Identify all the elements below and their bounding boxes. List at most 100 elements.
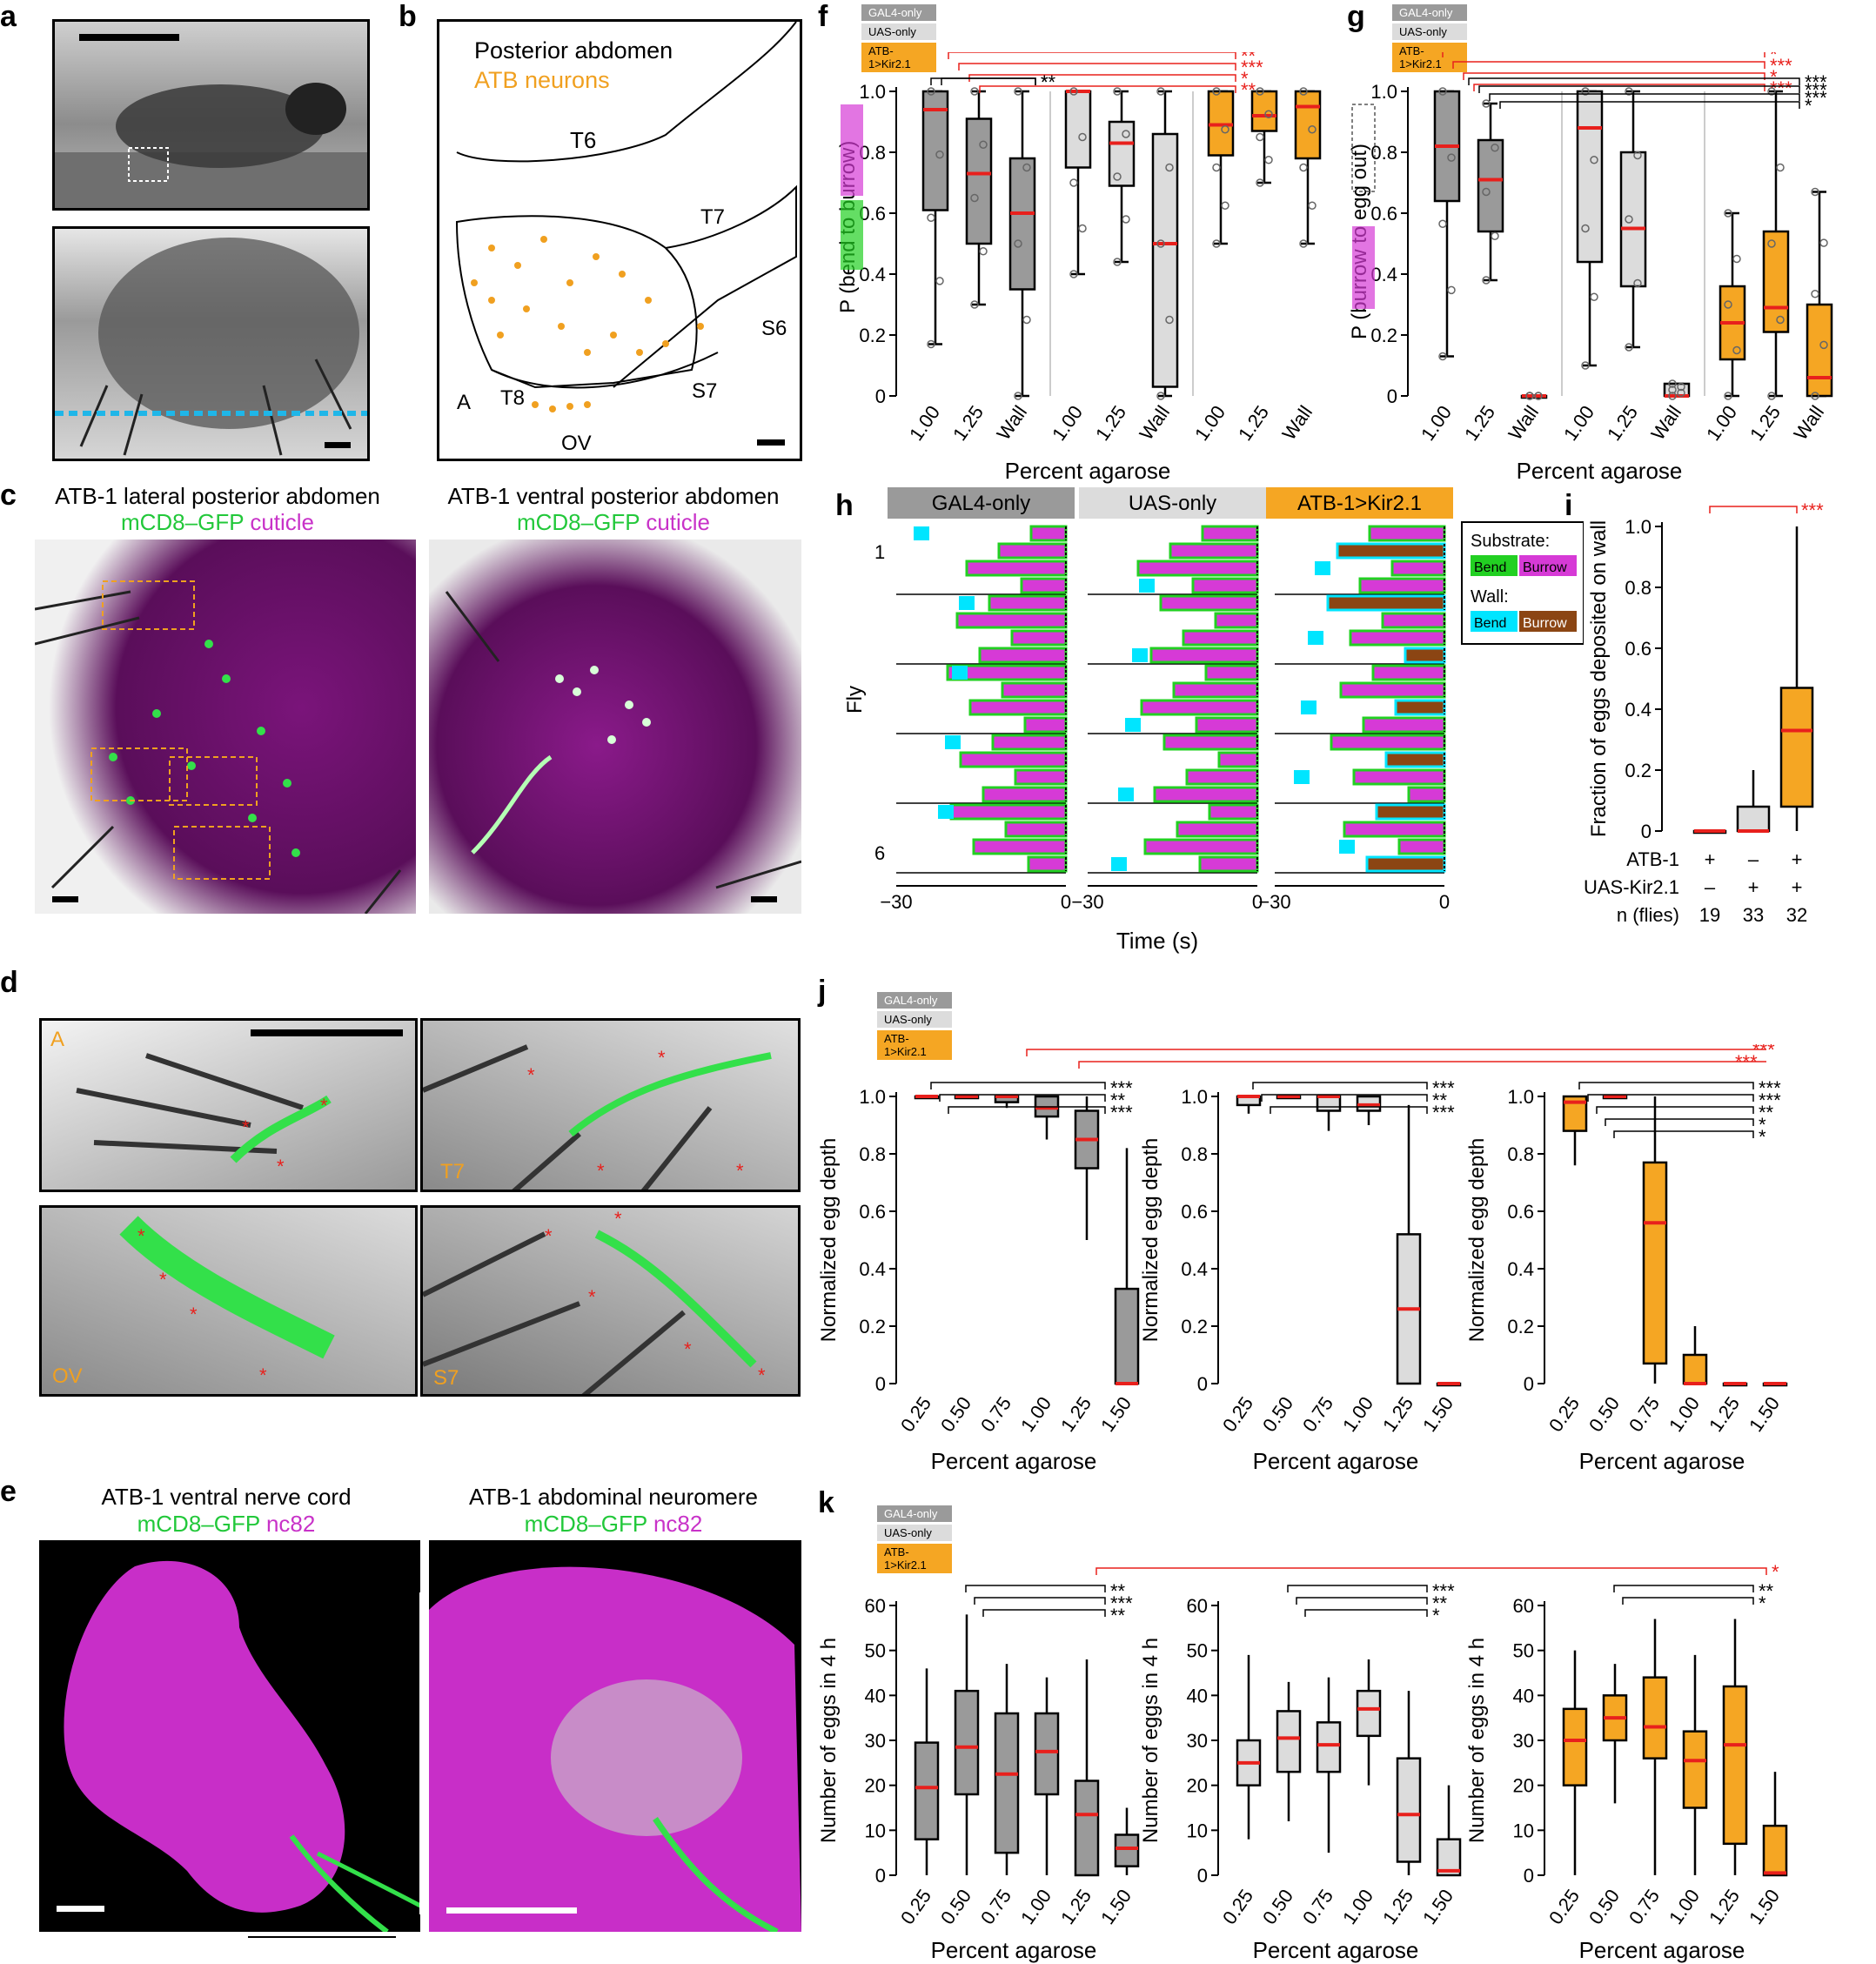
burrow-bout	[1136, 560, 1259, 577]
sig-black-bracket	[1622, 1597, 1754, 1605]
data-point	[1014, 87, 1022, 96]
x-tick-label: 1.25	[1091, 402, 1130, 445]
box	[1074, 1780, 1100, 1877]
svg-text:*: *	[736, 1160, 744, 1182]
x-tick-label: 0.25	[896, 1393, 935, 1436]
svg-text:*: *	[597, 1160, 605, 1182]
region-s7: S7	[692, 379, 717, 403]
x-tick-label: 1.00	[1048, 402, 1087, 445]
x-tick-label: 0	[1439, 891, 1450, 913]
c-right-title: ATB-1 ventral posterior abdomen	[447, 483, 780, 509]
data-point	[1221, 201, 1229, 210]
x-tick-label: 1.25	[1603, 402, 1642, 445]
data-point	[1811, 187, 1819, 197]
box	[1663, 382, 1691, 398]
x-tick-label: 0.50	[1585, 1393, 1624, 1436]
data-point	[1156, 87, 1165, 96]
y-tick-label: 0	[875, 1373, 886, 1395]
data-point	[1156, 392, 1165, 400]
data-point	[1625, 87, 1633, 96]
group-header: ATB-1>Kir2.1	[1297, 492, 1422, 515]
data-point	[1014, 239, 1022, 248]
x-tick-label: 0.50	[1585, 1886, 1624, 1928]
burrow-bout	[997, 542, 1068, 560]
sig-black-label: ***	[1759, 1077, 1781, 1099]
sig-black-label: **	[1432, 1592, 1448, 1614]
y-tick-label: 0.8	[1625, 577, 1652, 599]
data-point	[1308, 201, 1317, 210]
d-tile-s7: * * * * * S7	[420, 1205, 801, 1397]
panel-h-label: h	[835, 489, 854, 522]
data-point	[1625, 343, 1633, 352]
sig-black-bracket	[1578, 1082, 1754, 1089]
box	[1779, 687, 1814, 808]
wall-bend-bout	[1111, 857, 1127, 871]
data-point	[1078, 132, 1087, 142]
group-header-box	[1079, 487, 1266, 519]
box	[1114, 1833, 1140, 1867]
sig-red-label: **	[1241, 79, 1256, 101]
abdomen-closeup-photo	[52, 226, 370, 461]
burrow-highlight	[1352, 226, 1375, 309]
y-tick-label: 0.4	[859, 1258, 886, 1280]
svg-text:*: *	[242, 1116, 250, 1138]
sig-red-bracket	[1095, 1567, 1767, 1575]
row-value: +	[1705, 848, 1716, 870]
bend-highlight	[841, 200, 863, 270]
sig-red-label: ***	[1752, 1044, 1775, 1061]
sig-red-label: **	[1241, 52, 1256, 67]
data-point	[935, 277, 944, 285]
wall-bend-bout	[1125, 718, 1141, 732]
x-axis-label: Percent agarose	[1253, 1937, 1419, 1963]
y-tick-label: 0.4	[1507, 1258, 1534, 1280]
burrow-bout	[1204, 664, 1259, 681]
sig-black-label: ***	[1759, 1089, 1781, 1111]
box	[1008, 157, 1036, 291]
y-tick-label: 60	[1513, 1595, 1534, 1617]
sig-red-bracket	[1026, 1049, 1766, 1056]
box	[1356, 1689, 1382, 1738]
data-point	[1633, 151, 1642, 160]
data-point	[1264, 156, 1273, 164]
box	[1642, 1161, 1668, 1365]
schematic-subtitle: ATB neurons	[474, 67, 610, 93]
burrow-bout	[959, 751, 1068, 768]
burrow-bout	[1023, 716, 1068, 734]
data-point	[1732, 345, 1741, 355]
x-tick-label: 1.25	[1056, 1393, 1095, 1436]
y-tick-label: 20	[1187, 1775, 1208, 1797]
sig-red-label: *	[1770, 52, 1778, 65]
svg-text:*: *	[658, 1047, 666, 1069]
svg-text:*: *	[527, 1064, 535, 1086]
data-point	[1022, 163, 1031, 172]
y-tick-label: 0.6	[1507, 1201, 1534, 1223]
data-point	[1767, 87, 1776, 96]
sig-red-bracket	[1452, 61, 1765, 69]
data-point	[1014, 392, 1022, 400]
data-point	[1625, 215, 1633, 224]
burrow-bout	[1368, 525, 1446, 542]
y-tick-label: 0	[1197, 1865, 1208, 1887]
y-tick-label: 10	[1187, 1820, 1208, 1841]
data-point	[1078, 224, 1087, 233]
sig-black-label: **	[1110, 1605, 1126, 1626]
burrow-bout	[1384, 751, 1446, 768]
sig-black-label: *	[1759, 1126, 1766, 1148]
sig-red-label: ***	[1241, 57, 1263, 78]
region-s6: S6	[761, 317, 787, 340]
y-tick-label: 0.4	[859, 264, 886, 285]
data-point	[979, 140, 988, 149]
data-point	[1732, 254, 1741, 264]
x-axis-label: Percent agarose	[931, 1448, 1097, 1474]
data-point	[1221, 125, 1229, 134]
e-left-title: ATB-1 ventral nerve cord	[101, 1484, 352, 1510]
y-tick-label: 0.2	[1625, 760, 1652, 781]
burrow-bout	[1176, 821, 1259, 838]
data-point	[970, 300, 979, 309]
y-tick-label: 0	[1524, 1373, 1534, 1395]
burrow-bout	[1143, 838, 1259, 855]
sig-red-bracket	[979, 85, 1236, 93]
legend-bend-swatch	[1471, 555, 1518, 576]
y-tick-label: 30	[865, 1730, 886, 1752]
